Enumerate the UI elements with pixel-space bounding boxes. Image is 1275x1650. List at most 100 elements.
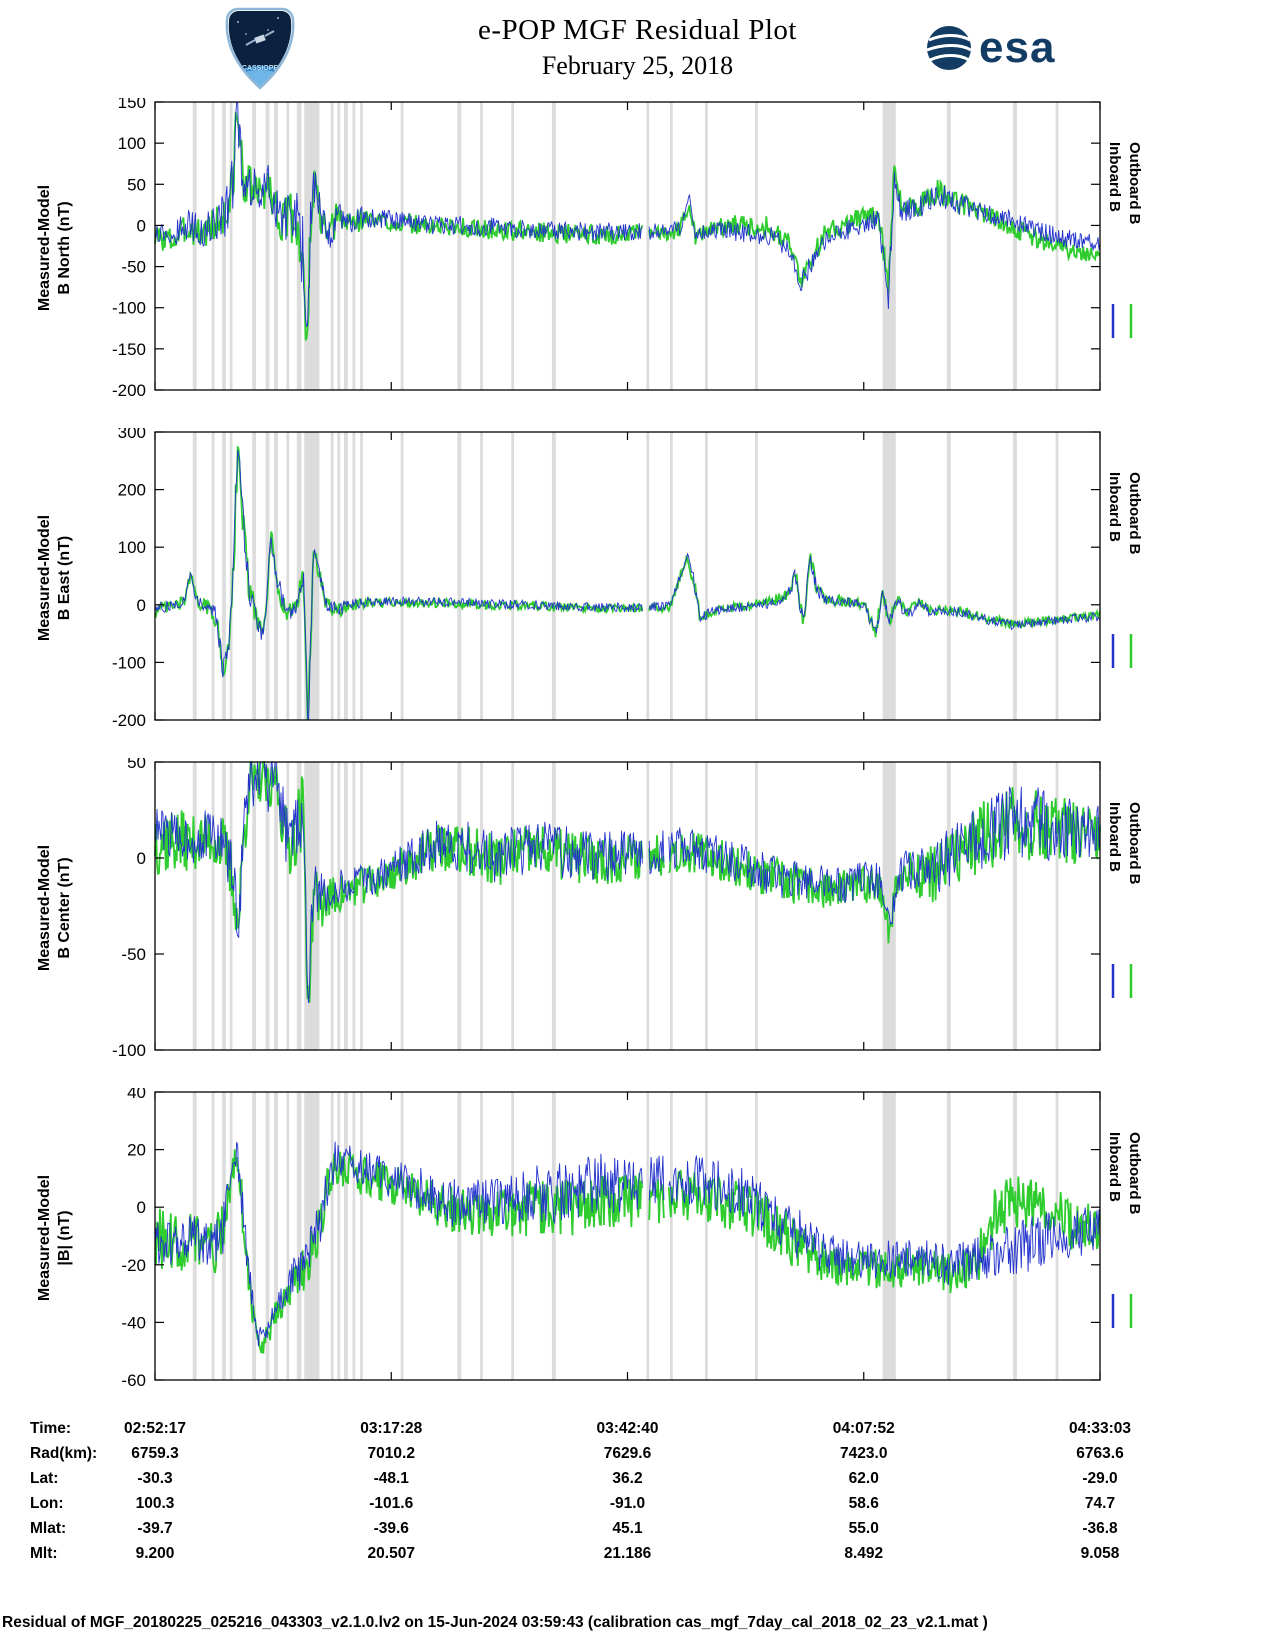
chart-panels: Measured-Model B North (nT) 150 100 50 0 -50 -1… [0,98,1275,1388]
data-gap-band [551,432,556,720]
y-tick-label: -150 [112,340,146,359]
data-gap-band [304,102,320,390]
data-gap-band [286,1092,290,1380]
data-gap-band [274,762,278,1050]
data-gap-band [222,762,226,1050]
info-value: 74.7 [1084,1495,1116,1512]
data-gap-band [946,1092,951,1380]
ephemeris-table: Time: 02:52:17 03:17:28 03:42:40 04:07:52 04:… [0,1418,1275,1568]
outboard-series-line [154,111,1101,341]
data-gap-band [480,1092,483,1380]
legend-inboard-label: Inboard B [1106,1132,1123,1202]
legend: Inboard B Outboard B [1106,802,1143,885]
data-gap-band [229,432,233,720]
esa-wordmark: esa [979,23,1056,72]
info-value: -39.6 [373,1520,409,1537]
header: CASSIOPE e-POP MGF Residual Plot Februar… [0,0,1275,96]
panel-3: Measured-Model B Center (nT) 50 0 -50 -100 Inb… [0,758,1275,1058]
info-row: Rad(km): 6759.3 7010.2 7629.6 7423.0 6763.6 [0,1443,1275,1468]
plot-area-2: 300 200 100 0 -100 -200 [112,428,1133,728]
data-gap-band [400,102,404,390]
plot-area-1: 150 100 50 0 -50 -100 -150 -200 [112,98,1133,398]
panel-1: Measured-Model B North (nT) 150 100 50 0 -50 -1… [0,98,1275,398]
y-tick-label: 150 [118,98,146,112]
info-value: 7629.6 [603,1445,652,1462]
info-value: 03:17:28 [360,1420,423,1437]
data-gap-band [882,102,896,390]
data-gap-band [705,762,708,1050]
data-gap-band [252,102,257,390]
data-gap-band [755,102,758,390]
info-row: Lon: 100.3 -101.6 -91.0 58.6 74.7 [0,1493,1275,1518]
y-tick-label: -40 [121,1313,146,1332]
data-gap-band [229,762,233,1050]
data-gap-band [457,432,462,720]
esa-logo: esa [925,24,1055,72]
plot-box [154,761,1101,1051]
data-gap-band [337,102,341,390]
info-row-label: Time: [30,1420,72,1437]
data-gap-band [480,762,483,1050]
data-gap-band [296,1092,302,1380]
info-value: 8.492 [844,1545,884,1562]
data-gap-band [360,102,363,390]
info-value: 04:07:52 [832,1420,895,1437]
info-value: 6763.6 [1076,1445,1124,1462]
y-tick-label: 0 [137,216,146,235]
y-tick-label: 0 [137,1198,146,1217]
info-value: 6759.3 [131,1445,179,1462]
data-gap-band [252,432,257,720]
data-gap-band [229,102,233,390]
data-gap-band [457,102,462,390]
panel-4: Measured-Model |B| (nT) 40 20 0 -20 -40 -60 Inbo… [0,1088,1275,1388]
data-gap-band [344,762,348,1050]
info-row: Mlt: 9.200 20.507 21.186 8.492 9.058 [0,1543,1275,1568]
data-gap-band [296,762,302,1050]
y-tick-label: -200 [112,711,146,728]
info-value: 03:42:40 [596,1420,659,1437]
info-value: 21.186 [603,1545,652,1562]
inboard-series-line [154,760,1101,1004]
legend: Inboard B Outboard B [1106,1132,1143,1215]
info-value: 9.058 [1080,1545,1120,1562]
inboard-series-line [154,449,1101,721]
inboard-series-line [154,101,1101,328]
data-gap-band [705,432,708,720]
data-gap-band [400,1092,404,1380]
plot-title: e-POP MGF Residual Plot February 25, 201… [0,14,1275,81]
plot-box [154,1091,1101,1381]
legend: Inboard B Outboard B [1106,472,1143,555]
y-tick-label: 20 [127,1141,146,1160]
data-gap-band [457,1092,462,1380]
data-gap-band [360,762,363,1050]
info-value: 62.0 [848,1470,879,1487]
data-gap-band [646,762,650,1050]
info-value: 02:52:17 [123,1420,187,1437]
data-gap-band [946,102,951,390]
y-tick-label: -100 [112,653,146,672]
y-tick-label: 50 [127,175,146,194]
data-gap-band [400,432,404,720]
data-gap-band [330,102,334,390]
data-gap-band [337,1092,341,1380]
data-gap-band [211,102,215,390]
data-gap-band [511,762,515,1050]
data-gap-band [352,432,356,720]
y-tick-label: 40 [127,1088,146,1102]
info-value: 04:33:03 [1068,1420,1132,1437]
data-gap-band [337,432,341,720]
y-tick-label: 300 [118,428,146,442]
data-gap-band [400,762,404,1050]
legend-outboard-label: Outboard B [1126,472,1143,555]
info-row-label: Mlat: [30,1520,67,1537]
y-tick-label: -60 [121,1371,146,1388]
data-gap-band [252,762,257,1050]
data-gap-band [274,102,278,390]
info-value: -48.1 [373,1470,409,1487]
data-gap-band [1055,762,1059,1050]
legend-inboard-label: Inboard B [1106,472,1123,542]
info-row-label: Rad(km): [30,1445,98,1462]
legend: Inboard B Outboard B [1106,142,1143,225]
y-tick-label: 200 [118,481,146,500]
y-tick-label: 100 [118,134,146,153]
